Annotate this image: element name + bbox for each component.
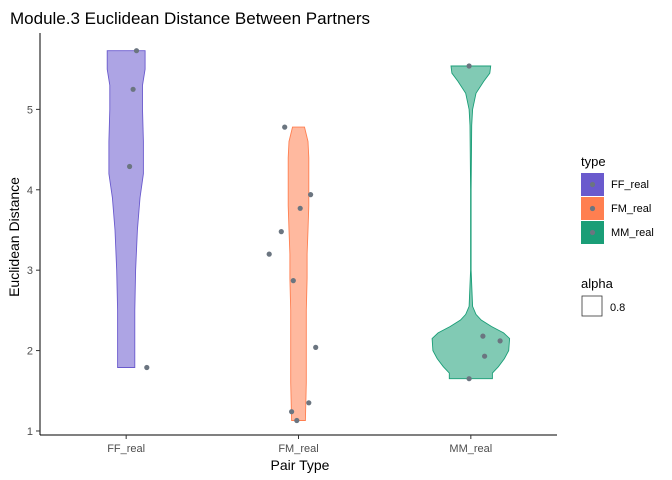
alpha-legend-key	[581, 295, 603, 317]
data-point-FM_real-5	[290, 278, 296, 284]
x-axis-title: Pair Type	[271, 457, 330, 473]
legend-key-point-MM_real	[589, 229, 596, 236]
data-point-MM_real-3	[482, 353, 488, 359]
x-tick-label: FF_real	[107, 443, 145, 455]
data-point-FF_real-1	[130, 86, 136, 92]
plot-area: 1 2 3 4 5 FF_real FM_real MM_real	[27, 33, 557, 455]
data-point-FM_real-0	[282, 124, 288, 130]
data-point-FM_real-6	[313, 344, 319, 350]
legend-title: type	[581, 154, 606, 169]
alpha-legend-title: alpha	[581, 276, 614, 291]
data-point-MM_real-1	[480, 333, 486, 339]
data-point-FM_real-9	[294, 417, 300, 424]
data-point-FF_real-3	[144, 364, 150, 371]
y-tick-label: 5	[27, 104, 33, 116]
y-tick-label: 3	[27, 265, 33, 277]
data-point-FM_real-1	[278, 229, 284, 235]
data-point-FM_real-7	[306, 400, 312, 406]
legend-label-FF_real: FF_real	[611, 179, 649, 191]
data-point-MM_real-0	[466, 63, 472, 69]
x-tick-label: MM_real	[449, 443, 492, 455]
data-point-MM_real-2	[497, 338, 503, 344]
y-tick-label: 1	[27, 426, 33, 438]
violin-MM_real	[431, 65, 511, 380]
legend: type FF_real FM_real MM_real alpha 0.8	[581, 154, 654, 317]
x-tick-label: FM_real	[278, 443, 318, 455]
legend-key-point-FF_real	[589, 181, 596, 188]
violin-FM_real	[287, 126, 310, 421]
y-tick-label: 2	[27, 346, 33, 358]
y-axis-title: Euclidean Distance	[6, 177, 22, 297]
data-point-FM_real-3	[308, 192, 314, 198]
legend-label-MM_real: MM_real	[611, 227, 654, 239]
data-point-FF_real-2	[127, 163, 133, 170]
data-point-FF_real-0	[133, 48, 140, 54]
violin-FF_real	[106, 50, 146, 368]
chart-title: Module.3 Euclidean Distance Between Part…	[10, 9, 370, 28]
y-tick-label: 4	[27, 185, 33, 197]
legend-key-point-FM_real	[589, 205, 596, 212]
legend-label-FM_real: FM_real	[611, 203, 651, 215]
data-point-FM_real-8	[289, 409, 295, 415]
alpha-legend-label: 0.8	[610, 302, 625, 314]
data-point-FM_real-2	[266, 251, 272, 257]
data-point-FM_real-4	[297, 205, 303, 211]
data-point-MM_real-4	[466, 376, 472, 382]
